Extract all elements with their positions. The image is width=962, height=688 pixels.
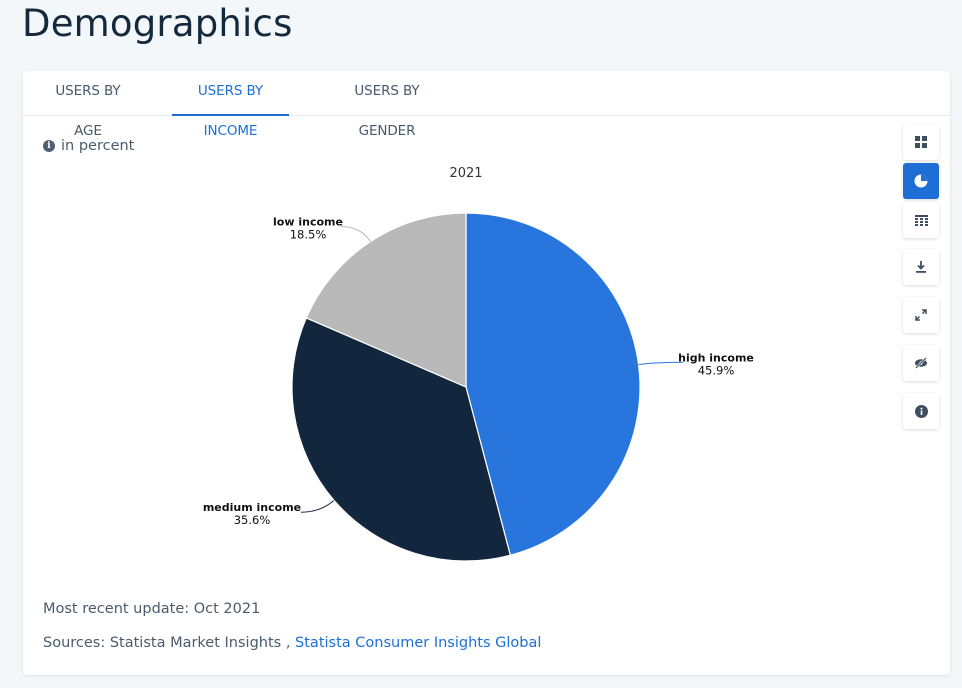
- pie-chart-button[interactable]: [903, 163, 939, 199]
- hide-chart-button[interactable]: [903, 345, 939, 381]
- pie-slice-low-income[interactable]: [305, 212, 467, 388]
- sources-link[interactable]: Statista Consumer Insights Global: [295, 635, 542, 651]
- slice-label-medium-income: medium income: [203, 501, 301, 514]
- pie-chart-icon: [914, 174, 928, 188]
- pie-slice-medium-income[interactable]: [291, 317, 512, 562]
- unit-note-text: in percent: [61, 138, 135, 154]
- connector-line-high-income: [638, 361, 684, 366]
- grid-view-button[interactable]: [903, 124, 939, 160]
- slice-value-high-income: 45.9%: [698, 363, 735, 377]
- sources-prefix: Sources: Statista Market Insights ,: [43, 635, 291, 651]
- slice-value-low-income: 18.5%: [290, 228, 327, 242]
- tab-bar: USERS BY AGE USERS BY INCOME USERS BY GE…: [23, 71, 950, 139]
- tab-users-by-gender[interactable]: USERS BY GENDER: [354, 83, 420, 139]
- page-title: Demographics: [22, 2, 293, 45]
- connector-line-low-income: [340, 226, 371, 242]
- download-icon: [916, 261, 926, 273]
- update-note: Most recent update: Oct 2021: [43, 601, 261, 617]
- slice-value-medium-income: 35.6%: [234, 513, 271, 527]
- chart-title: 2021: [449, 166, 482, 181]
- slice-label-low-income: low income: [273, 216, 343, 229]
- connector-line-medium-income: [300, 500, 335, 513]
- info-icon: [914, 404, 928, 418]
- info-icon: i: [43, 140, 55, 152]
- chart-info-button[interactable]: [903, 393, 939, 429]
- tab-users-by-age[interactable]: USERS BY AGE: [55, 83, 121, 139]
- slice-label-high-income: high income: [678, 351, 754, 364]
- unit-note: i in percent: [43, 138, 134, 154]
- download-button[interactable]: [903, 249, 939, 285]
- table-icon: [914, 214, 928, 226]
- fullscreen-button[interactable]: [903, 297, 939, 333]
- expand-icon: [915, 309, 927, 321]
- hide-icon: [915, 357, 927, 369]
- tab-users-by-income[interactable]: USERS BY INCOME: [172, 71, 289, 139]
- table-view-button[interactable]: [903, 202, 939, 238]
- grid-icon: [915, 136, 927, 148]
- pie-slice-high-income[interactable]: [465, 212, 641, 556]
- demographics-card: USERS BY AGE USERS BY INCOME USERS BY GE…: [23, 71, 950, 675]
- sources-line: Sources: Statista Market Insights , Stat…: [43, 635, 541, 651]
